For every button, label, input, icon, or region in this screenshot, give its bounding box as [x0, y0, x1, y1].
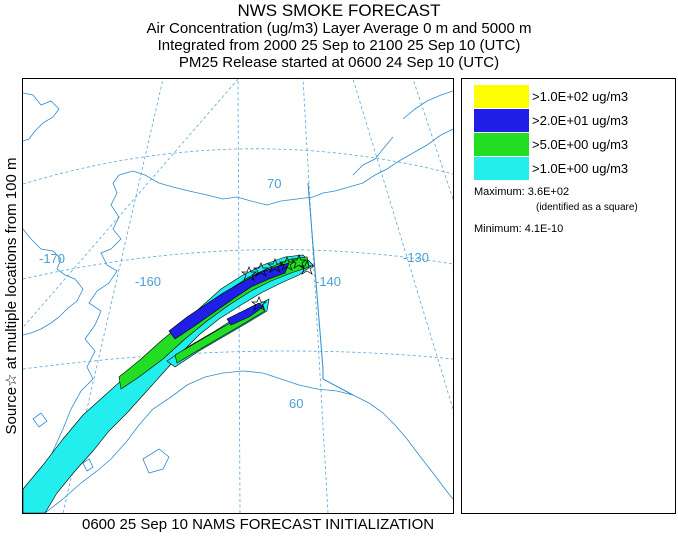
map-canvas: -170 -160 -140 -130 70 60	[23, 79, 453, 513]
alaska-coast	[23, 170, 336, 500]
source-star	[240, 266, 258, 281]
maximum-value: Maximum: 3.6E+02	[474, 186, 570, 198]
source-star	[252, 262, 270, 277]
longitude-line-140	[302, 79, 329, 513]
lon-label-130: -130	[403, 250, 429, 265]
smoke-map: -170 -160 -140 -130 70 60	[22, 78, 454, 514]
island-group	[32, 412, 94, 472]
forecast-title: NWS SMOKE FORECAST	[237, 1, 441, 20]
longitude-line-130	[352, 79, 453, 410]
legend-swatch-blue	[474, 109, 529, 132]
latitude-line-65	[23, 249, 453, 280]
plume-cyan-large	[23, 254, 314, 513]
source-star	[290, 254, 308, 269]
legend-label-2: >2.0E+01 ug/m3	[532, 113, 629, 128]
plume-blue	[168, 262, 290, 340]
lon-label-140: -140	[315, 274, 341, 289]
legend-label-1: >1.0E+02 ug/m3	[532, 89, 629, 104]
legend-swatch-cyan	[474, 157, 529, 180]
lat-label-70: 70	[267, 176, 281, 191]
legend: >1.0E+02 ug/m3 >2.0E+01 ug/m3 >5.0E+00 u…	[461, 78, 676, 514]
source-star	[278, 256, 296, 271]
lon-label-170: -170	[39, 251, 65, 266]
longitude-line-170	[23, 79, 239, 329]
legend-swatch-yellow	[474, 85, 529, 108]
source-star	[250, 296, 268, 311]
lat-label-60: 60	[289, 396, 303, 411]
integration-period: Integrated from 2000 25 Sep to 2100 25 S…	[157, 37, 521, 54]
longitude-line-120	[412, 79, 453, 200]
initialization-caption: 0600 25 Sep 10 NAMS FORECAST INITIALIZAT…	[82, 516, 435, 533]
source-star	[266, 258, 284, 273]
alaska-canada-border	[307, 182, 354, 396]
source-markers	[240, 254, 316, 311]
source-location-text: Source☆ at multiple locations from 100 m	[3, 157, 20, 435]
canada-coast	[334, 90, 453, 192]
lon-label-160: -160	[135, 274, 161, 289]
legend-label-4: >1.0E+00 ug/m3	[532, 161, 629, 176]
maximum-note: (identified as a square)	[536, 202, 638, 213]
release-start: PM25 Release started at 0600 24 Sep 10 (…	[178, 54, 500, 71]
legend-swatch-green	[474, 133, 529, 156]
source-star	[298, 260, 316, 275]
kodiak-island	[142, 448, 170, 474]
russia-coast	[23, 92, 84, 336]
source-location-label: Source☆ at multiple locations from 100 m	[0, 78, 22, 514]
latitude-line-70	[23, 148, 453, 185]
latitude-line-60	[23, 350, 453, 370]
south-alaska-coast	[44, 370, 453, 513]
legend-label-3: >5.0E+00 ug/m3	[532, 137, 629, 152]
concentration-subtitle: Air Concentration (ug/m3) Layer Average …	[146, 20, 532, 37]
minimum-value: Minimum: 4.1E-10	[474, 223, 564, 235]
